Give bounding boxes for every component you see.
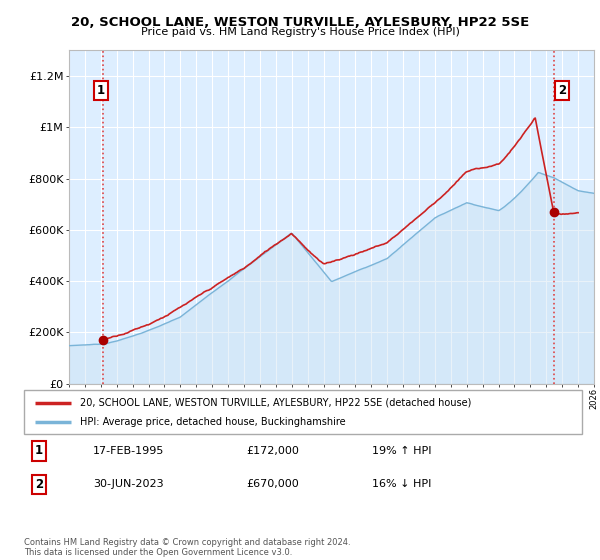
- Text: 1: 1: [97, 83, 105, 97]
- Text: Price paid vs. HM Land Registry's House Price Index (HPI): Price paid vs. HM Land Registry's House …: [140, 27, 460, 37]
- Text: 20, SCHOOL LANE, WESTON TURVILLE, AYLESBURY, HP22 5SE (detached house): 20, SCHOOL LANE, WESTON TURVILLE, AYLESB…: [80, 398, 471, 408]
- Text: 16% ↓ HPI: 16% ↓ HPI: [372, 479, 431, 489]
- Text: 19% ↑ HPI: 19% ↑ HPI: [372, 446, 431, 456]
- Text: 17-FEB-1995: 17-FEB-1995: [93, 446, 164, 456]
- Text: Contains HM Land Registry data © Crown copyright and database right 2024.
This d: Contains HM Land Registry data © Crown c…: [24, 538, 350, 557]
- Text: 30-JUN-2023: 30-JUN-2023: [93, 479, 164, 489]
- Text: £172,000: £172,000: [246, 446, 299, 456]
- Text: 1: 1: [35, 444, 43, 458]
- Text: 2: 2: [558, 83, 566, 97]
- Text: £670,000: £670,000: [246, 479, 299, 489]
- Text: 2: 2: [35, 478, 43, 491]
- Text: HPI: Average price, detached house, Buckinghamshire: HPI: Average price, detached house, Buck…: [80, 417, 346, 427]
- FancyBboxPatch shape: [24, 390, 582, 434]
- Text: 20, SCHOOL LANE, WESTON TURVILLE, AYLESBURY, HP22 5SE: 20, SCHOOL LANE, WESTON TURVILLE, AYLESB…: [71, 16, 529, 29]
